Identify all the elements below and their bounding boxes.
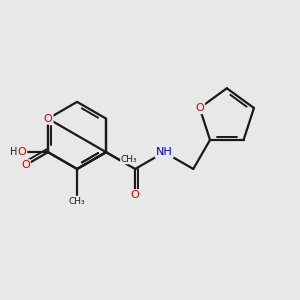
- Text: O: O: [17, 147, 26, 157]
- Text: O: O: [44, 114, 52, 124]
- Text: O: O: [21, 160, 30, 170]
- Text: NH: NH: [156, 147, 172, 157]
- Text: O: O: [131, 190, 140, 200]
- Text: CH₃: CH₃: [69, 197, 86, 206]
- Text: H: H: [10, 147, 17, 157]
- Text: CH₃: CH₃: [121, 155, 137, 164]
- Text: O: O: [195, 103, 204, 113]
